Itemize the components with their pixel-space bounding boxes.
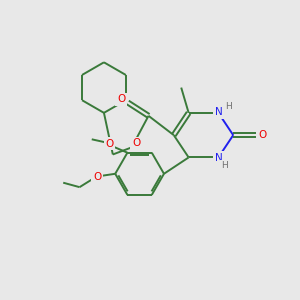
Text: H: H <box>221 161 228 170</box>
Text: O: O <box>132 139 140 148</box>
Text: O: O <box>93 172 101 182</box>
Text: H: H <box>225 102 232 111</box>
Text: O: O <box>258 130 266 140</box>
Text: N: N <box>215 153 223 163</box>
Text: O: O <box>117 94 125 104</box>
Text: O: O <box>106 139 114 149</box>
Text: N: N <box>215 107 223 117</box>
